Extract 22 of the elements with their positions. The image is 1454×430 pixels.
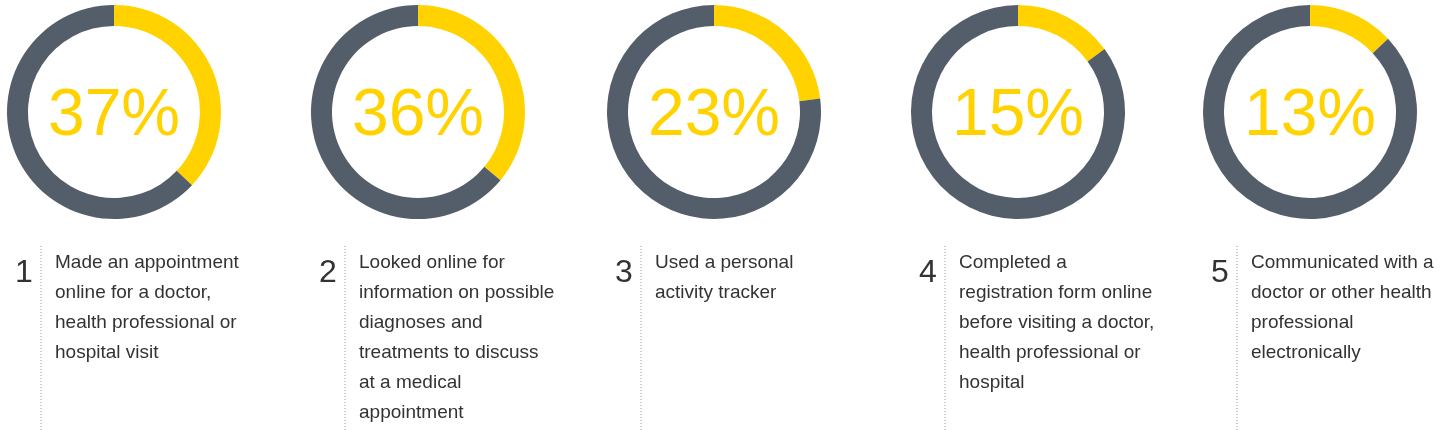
text: 4	[919, 253, 937, 289]
text: Looked online for information on possible diagnoses and treatments to discuss at a medical appointment	[359, 251, 555, 422]
text: 5	[1211, 253, 1229, 289]
text: 15%	[951, 75, 1085, 149]
text: Completed a registration form online before visiting a doctor, health professional or hospital	[959, 251, 1155, 392]
text: 37%	[47, 75, 181, 149]
donut-slice	[7, 5, 192, 219]
donut-slice	[607, 5, 821, 219]
text: Made an appointment online for a doctor, health professional or hospital visit	[55, 251, 240, 362]
text: Used a personal activity tracker	[655, 251, 794, 302]
text: 3	[615, 253, 633, 289]
text: 36%	[351, 75, 485, 149]
donut-slice	[1018, 5, 1105, 62]
donut-slice	[311, 5, 501, 219]
donut-slice	[911, 5, 1125, 219]
text: 2	[319, 253, 337, 289]
donut-slice	[1310, 5, 1388, 54]
donut-slice	[1203, 5, 1417, 219]
text: Communicated with a doctor or other health professional electronically	[1251, 251, 1435, 362]
text: 1	[15, 253, 33, 289]
text: 23%	[647, 75, 781, 149]
text: 13%	[1243, 75, 1377, 149]
